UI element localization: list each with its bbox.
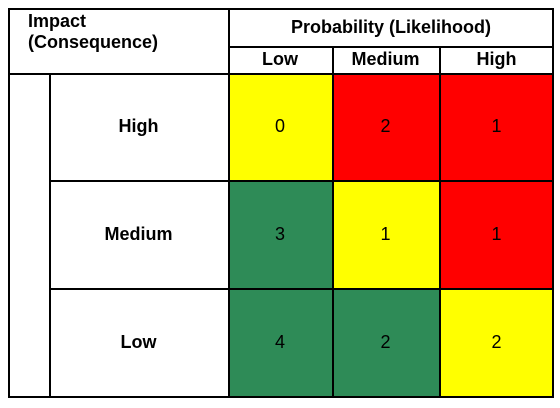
row-header-medium: Medium bbox=[104, 223, 173, 244]
left-border bbox=[8, 8, 10, 398]
matrix-cell-high-medium: 2 bbox=[332, 73, 439, 180]
col-header-low: Low bbox=[262, 49, 298, 69]
probability-likelihood-title: Probability (Likelihood) bbox=[290, 16, 491, 37]
matrix-cell-low-medium: 2 bbox=[332, 288, 439, 396]
impact-consequence-title: Impact (Consequence) bbox=[28, 11, 159, 52]
top-border bbox=[8, 8, 554, 10]
matrix-cell-medium-high: 1 bbox=[439, 180, 554, 288]
matrix-cell-medium-medium: 1 bbox=[332, 180, 439, 288]
row-divider-1 bbox=[49, 180, 554, 182]
vertical-divider-low-medium bbox=[332, 46, 334, 398]
matrix-cell-low-low: 4 bbox=[228, 288, 332, 396]
matrix-cell-medium-low: 3 bbox=[228, 180, 332, 288]
right-border bbox=[552, 8, 554, 398]
row-header-high: High bbox=[118, 116, 159, 136]
header-divider-probability bbox=[228, 46, 554, 48]
matrix-cell-high-high: 1 bbox=[439, 73, 554, 180]
header-divider-main bbox=[8, 73, 554, 75]
matrix-cell-low-high: 2 bbox=[439, 288, 554, 396]
bottom-border bbox=[8, 396, 554, 398]
matrix-cell-high-low: 0 bbox=[228, 73, 332, 180]
col-header-medium: Medium bbox=[351, 49, 420, 69]
row-divider-2 bbox=[49, 288, 554, 290]
vertical-divider-medium-high bbox=[439, 46, 441, 398]
vertical-divider-matrix-start bbox=[228, 8, 230, 398]
row-header-low: Low bbox=[120, 331, 157, 352]
col-header-high: High bbox=[476, 49, 517, 69]
left-label-divider bbox=[49, 73, 51, 396]
